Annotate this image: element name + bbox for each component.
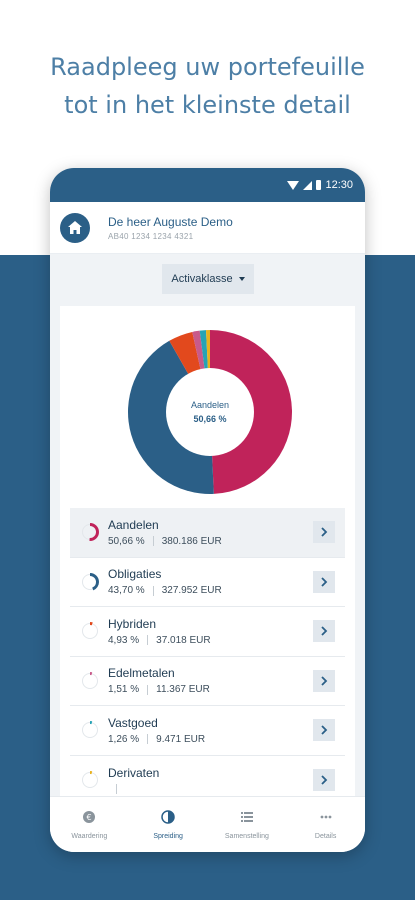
asset-row-aandelen[interactable]: Aandelen 50,66 % 380.186 EUR (70, 508, 345, 558)
headline-line-1: Raadpleeg uw portefeuille (50, 53, 365, 81)
asset-amount: 11.367 EUR (156, 684, 210, 696)
value-divider (147, 635, 149, 646)
pie-icon (161, 809, 175, 829)
asset-ring-icon (81, 622, 99, 641)
dropdown-label: Activaklasse (171, 273, 233, 285)
status-time: 12:30 (325, 179, 353, 191)
value-divider (147, 734, 149, 745)
asset-ring-icon (81, 523, 99, 542)
wifi-icon (287, 180, 300, 190)
asset-name: Hybriden (108, 616, 157, 631)
account-name: De heer Auguste Demo (108, 214, 233, 229)
tab-label: Spreiding (153, 832, 183, 840)
asset-amount: 380.186 EUR (161, 535, 222, 547)
asset-row-hybriden[interactable]: Hybriden 4,93 % 37.018 EUR (70, 607, 345, 657)
asset-ring-icon (81, 572, 99, 591)
allocation-card: Aandelen 50,66 % Aandelen 50,66 % 380.186 … (60, 306, 355, 806)
asset-name: Aandelen (108, 517, 159, 532)
value-divider (116, 783, 117, 794)
chevron-right-icon[interactable] (313, 768, 335, 791)
tab-label: Details (314, 832, 337, 840)
asset-percentage: 50,66 % (108, 535, 145, 547)
chevron-right-icon[interactable] (313, 719, 335, 742)
value-divider (147, 684, 149, 695)
account-header[interactable]: De heer Auguste Demo AB40 1234 1234 4321 (50, 202, 365, 254)
allocation-donut-chart[interactable]: Aandelen 50,66 % (126, 328, 294, 496)
asset-ring-icon (81, 721, 99, 740)
chevron-right-icon[interactable] (313, 521, 335, 544)
asset-row-obligaties[interactable]: Obligaties 43,70 % 327.952 EUR (70, 557, 345, 607)
bottom-tab-bar: € Waardering Spreiding Samenstelling Details (50, 796, 365, 852)
asset-percentage: 1,26 % (108, 733, 140, 745)
caret-down-icon (238, 277, 245, 281)
chevron-right-icon[interactable] (313, 669, 335, 692)
value-divider (152, 536, 154, 547)
list-icon (240, 810, 254, 829)
asset-ring-icon (81, 770, 99, 789)
tab-samenstelling[interactable]: Samenstelling (208, 797, 287, 852)
status-bar: 12:30 (50, 168, 365, 202)
home-icon[interactable] (60, 212, 90, 243)
tab-label: Waardering (71, 832, 108, 840)
svg-text:€: € (87, 813, 92, 822)
value-divider (152, 585, 154, 596)
signal-icon (303, 180, 313, 190)
phone-frame: 12:30 De heer Auguste Demo AB40 1234 123… (50, 168, 365, 852)
asset-name: Edelmetalen (108, 666, 175, 681)
asset-name: Derivaten (108, 765, 160, 780)
more-icon (319, 810, 333, 829)
tab-label: Samenstelling (224, 832, 269, 840)
asset-name: Obligaties (108, 567, 162, 582)
main-content: Activaklasse Aandelen 50,66 % Aandelen 50… (50, 254, 365, 814)
euro-icon: € (82, 810, 96, 829)
asset-amount: 327.952 EUR (161, 585, 222, 597)
marketing-headline: Raadpleeg uw portefeuille tot in het kle… (0, 48, 415, 124)
asset-ring-icon (81, 671, 99, 690)
asset-class-dropdown[interactable]: Activaklasse (162, 264, 254, 294)
account-iban: AB40 1234 1234 4321 (108, 231, 194, 241)
asset-percentage: 1,51 % (108, 684, 140, 696)
tab-waardering[interactable]: € Waardering (50, 797, 129, 852)
donut-hole (166, 368, 254, 456)
donut-center-label: Aandelen (191, 400, 229, 410)
headline-line-2: tot in het kleinste detail (64, 91, 351, 119)
asset-percentage: 43,70 % (108, 585, 145, 597)
asset-amount: 9.471 EUR (156, 733, 206, 745)
asset-amount: 37.018 EUR (156, 634, 211, 646)
chevron-right-icon[interactable] (313, 570, 335, 593)
asset-list: Aandelen 50,66 % 380.186 EUR Obligaties 43,7… (70, 508, 345, 805)
tab-spreiding[interactable]: Spreiding (129, 797, 208, 852)
donut-center-value: 50,66 % (193, 414, 226, 424)
asset-name: Vastgoed (108, 715, 158, 730)
asset-row-vastgoed[interactable]: Vastgoed 1,26 % 9.471 EUR (70, 706, 345, 756)
chevron-right-icon[interactable] (313, 620, 335, 643)
tab-details[interactable]: Details (286, 797, 365, 852)
asset-percentage: 4,93 % (108, 634, 140, 646)
asset-row-edelmetalen[interactable]: Edelmetalen 1,51 % 11.367 EUR (70, 656, 345, 706)
battery-icon (316, 180, 322, 190)
